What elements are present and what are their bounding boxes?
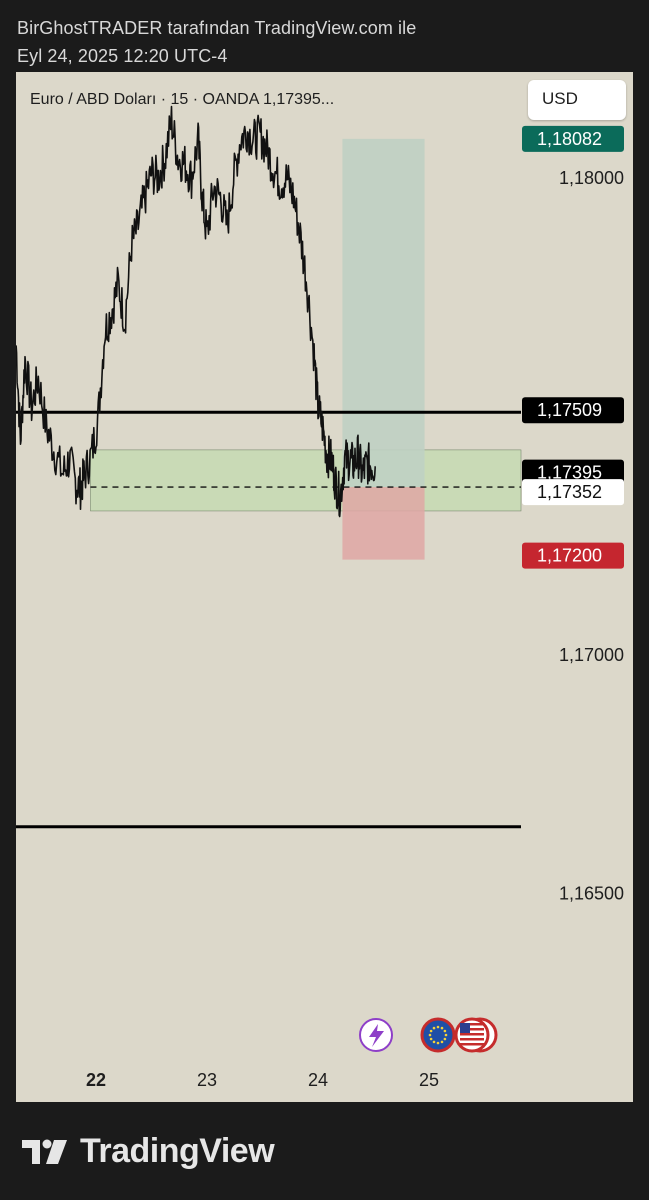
x-tick-label: 23 — [197, 1070, 217, 1090]
currency-usd-button[interactable]: USD — [528, 80, 626, 120]
tradingview-footer: TradingView — [20, 1132, 275, 1171]
tradingview-brand-text: TradingView — [80, 1132, 275, 1170]
tradingview-logo-icon — [22, 1139, 67, 1164]
profit-target-zone[interactable] — [342, 138, 425, 488]
stop-loss-zone[interactable] — [342, 487, 425, 560]
symbol-info-legend: Euro / ABD Doları · 15 · OANDA 1,17395..… — [30, 91, 335, 108]
y-tick-label: 1,18000 — [559, 168, 624, 188]
chart-area[interactable]: 1,195001,190001,185001,180001,170001,165… — [16, 72, 633, 1102]
eu-flag-icon[interactable] — [420, 1017, 456, 1053]
x-tick-label: 22 — [86, 1070, 106, 1090]
y-tick-label: 1,17000 — [559, 645, 624, 665]
header-timestamp: Eyl 24, 2025 12:20 UTC-4 — [17, 46, 228, 66]
us-flag-icon[interactable] — [454, 1017, 498, 1053]
price-tag-label: 1,17509 — [537, 400, 602, 420]
price-series-line — [16, 105, 377, 518]
price-tag-label: 1,18082 — [537, 129, 602, 149]
header-author-line: BirGhostTRADER tarafından TradingView.co… — [17, 18, 417, 38]
price-tag-box — [522, 397, 624, 424]
price-tag-box — [522, 479, 624, 506]
demand-zone — [90, 449, 522, 512]
price-chart-svg[interactable]: 1,195001,190001,185001,180001,170001,165… — [16, 72, 633, 1102]
price-tag-box — [522, 542, 624, 569]
price-tag-label: 1,17200 — [537, 546, 602, 566]
price-tag-label: 1,17395 — [537, 463, 602, 483]
x-tick-label: 25 — [419, 1070, 439, 1090]
lightning-event-icon[interactable] — [359, 1018, 393, 1052]
price-tag-box — [522, 459, 624, 486]
price-tag-label: 1,17352 — [537, 482, 602, 502]
y-tick-label: 1,16500 — [559, 884, 624, 904]
price-tag-box — [522, 125, 624, 152]
x-tick-label: 24 — [308, 1070, 328, 1090]
